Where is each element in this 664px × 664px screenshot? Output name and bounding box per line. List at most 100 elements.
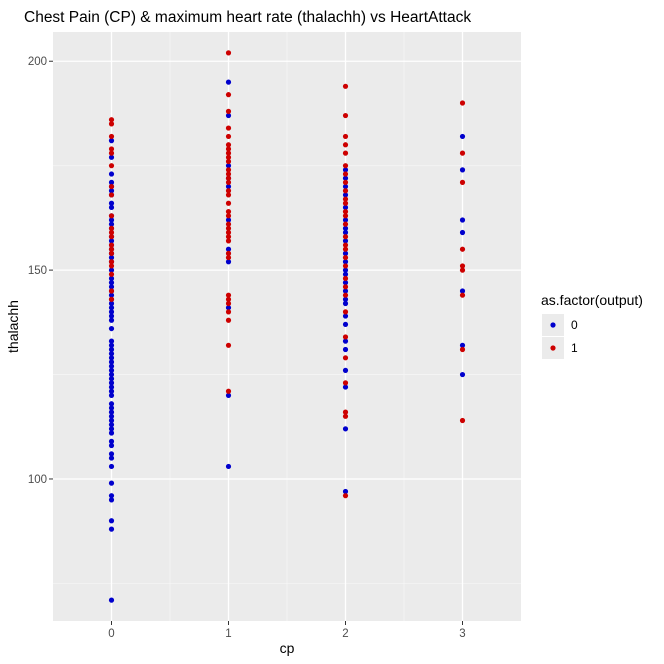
data-point	[342, 171, 349, 177]
data-point	[225, 392, 232, 399]
x-tick-label: 0	[108, 628, 114, 640]
data-point	[225, 150, 232, 156]
data-point	[108, 493, 115, 499]
data-point	[225, 183, 232, 190]
data-point	[225, 238, 232, 244]
data-point	[225, 221, 232, 227]
data-point	[108, 146, 115, 152]
data-point	[108, 405, 115, 411]
data-point	[225, 79, 232, 85]
legend-label: 1	[571, 341, 578, 355]
data-point	[108, 246, 115, 252]
data-point	[225, 225, 232, 231]
data-point	[108, 417, 115, 424]
data-point	[342, 267, 349, 273]
data-point	[108, 284, 115, 290]
data-point	[342, 204, 349, 211]
data-point	[459, 346, 466, 353]
data-point	[342, 150, 349, 156]
data-point	[342, 271, 349, 277]
data-point	[225, 259, 232, 265]
data-point	[342, 413, 349, 419]
data-point	[108, 163, 115, 169]
data-point	[108, 355, 115, 361]
data-point	[342, 209, 349, 215]
data-point	[108, 117, 115, 123]
data-point	[108, 497, 115, 503]
data-point	[108, 317, 115, 323]
data-point	[342, 179, 349, 185]
data-point	[108, 138, 115, 144]
data-point	[225, 317, 232, 323]
data-point	[225, 463, 232, 470]
data-point	[342, 221, 349, 227]
data-point	[108, 384, 115, 390]
data-point	[108, 451, 115, 457]
data-point	[342, 263, 349, 269]
data-point	[459, 246, 466, 252]
points-layer	[108, 50, 466, 603]
legend: as.factor(output) 01	[541, 292, 643, 359]
data-point	[108, 154, 115, 160]
data-point	[108, 380, 115, 386]
x-tick-label: 2	[342, 628, 348, 640]
data-point	[342, 213, 349, 219]
data-point	[342, 300, 349, 307]
data-point	[459, 267, 466, 273]
data-point	[108, 267, 115, 273]
x-tick-label: 3	[459, 628, 465, 640]
data-point	[108, 204, 115, 211]
data-point	[342, 225, 349, 231]
data-point	[342, 250, 349, 256]
data-point	[342, 229, 349, 236]
data-point	[225, 200, 232, 206]
data-point	[225, 209, 232, 215]
data-point	[108, 438, 115, 444]
data-point	[108, 188, 115, 194]
data-point	[342, 234, 349, 240]
data-point	[342, 292, 349, 298]
data-point	[108, 338, 115, 344]
data-point	[225, 213, 232, 219]
data-point	[108, 342, 115, 348]
data-point	[459, 371, 466, 378]
data-point	[342, 334, 349, 340]
data-point	[225, 112, 232, 119]
data-point	[459, 229, 466, 236]
data-point	[225, 388, 232, 394]
data-point	[108, 430, 115, 436]
data-point	[225, 246, 232, 252]
data-point	[342, 83, 349, 89]
legend-marker	[550, 345, 556, 351]
data-point	[108, 150, 115, 156]
data-point	[225, 163, 232, 169]
minor-gridlines	[53, 32, 521, 621]
data-point	[108, 217, 115, 223]
data-point	[225, 305, 232, 311]
data-point	[108, 263, 115, 269]
data-point	[342, 493, 349, 499]
data-point	[108, 179, 115, 185]
data-point	[108, 367, 115, 373]
data-point	[342, 367, 349, 373]
data-point	[108, 597, 115, 603]
data-point	[459, 133, 466, 140]
data-point	[459, 217, 466, 223]
data-point	[459, 342, 466, 348]
data-point	[108, 363, 115, 369]
data-point	[225, 300, 232, 307]
y-tick-label: 200	[28, 56, 47, 68]
legend-label: 0	[571, 318, 578, 332]
data-point	[108, 296, 115, 302]
data-point	[108, 133, 115, 140]
data-point	[108, 171, 115, 177]
data-point	[108, 292, 115, 298]
data-point	[108, 346, 115, 353]
data-point	[108, 392, 115, 399]
data-point	[342, 133, 349, 140]
data-point	[342, 254, 349, 261]
data-point	[342, 163, 349, 169]
data-point	[225, 292, 232, 298]
data-point	[108, 305, 115, 311]
data-point	[459, 263, 466, 269]
